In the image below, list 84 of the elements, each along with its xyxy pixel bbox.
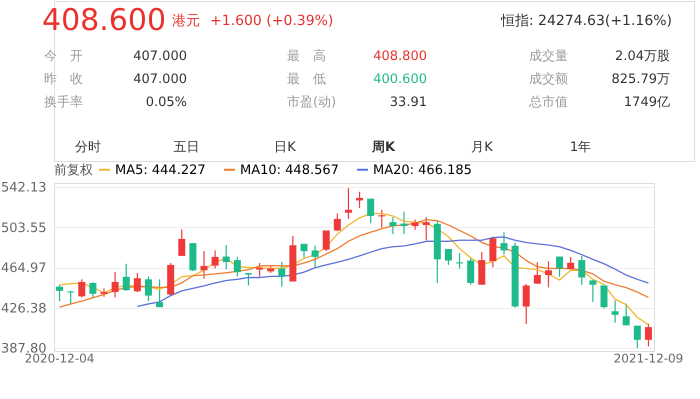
candlestick <box>244 272 252 286</box>
candlestick <box>300 243 308 258</box>
text: 月K <box>471 140 494 155</box>
candlestick <box>489 236 496 268</box>
text: +1.600 (+0.39%) <box>210 13 334 29</box>
text: 最 低 <box>287 72 326 87</box>
text: 最 高 <box>287 48 326 64</box>
text: 1年 <box>570 140 592 155</box>
text: 日K <box>274 140 296 155</box>
candlestick <box>400 211 408 235</box>
text: 2.04万股 <box>615 49 670 64</box>
candlestick <box>89 282 96 300</box>
text: 408.600 <box>42 3 166 38</box>
legend-label: MA20: 466.185 <box>373 162 472 178</box>
candlestick <box>567 256 574 270</box>
candlestick <box>78 278 86 298</box>
candlestick <box>122 263 130 292</box>
candlestick <box>444 248 452 266</box>
candlestick <box>200 250 208 280</box>
candlestick <box>156 278 164 308</box>
y-tick-label: 542.13 <box>1 180 46 196</box>
text: 恒指: 24274.63(+1.16%) <box>500 13 672 29</box>
candlestick <box>467 257 474 286</box>
text: 换手率 <box>44 94 83 110</box>
text: 今 开 <box>44 49 83 64</box>
text: 成交量 <box>529 48 568 64</box>
candlestick <box>312 245 319 268</box>
text: 0.05% <box>146 95 187 110</box>
candlestick <box>456 252 464 270</box>
y-tick-label: 503.55 <box>1 220 46 236</box>
x-tick-label: 2021-12-09 <box>614 352 684 366</box>
candlestick <box>544 260 552 288</box>
candlestick <box>634 325 641 349</box>
candlestick <box>234 256 241 278</box>
candlestick <box>67 290 74 306</box>
candlestick <box>56 284 64 302</box>
text: 总市值 <box>528 95 568 110</box>
candlestick <box>589 278 596 302</box>
candlestick <box>144 276 152 302</box>
candlestick <box>134 272 141 293</box>
text: 1749亿 <box>624 95 670 110</box>
text: 市盈(动) <box>287 95 336 110</box>
candlestick <box>412 219 419 230</box>
candlestick <box>622 303 630 326</box>
candlestick <box>600 284 608 309</box>
candlestick <box>178 228 186 256</box>
candlestick <box>578 255 586 286</box>
text: 407.000 <box>133 49 187 64</box>
text: 分时 <box>75 140 101 155</box>
candlestick <box>256 262 264 278</box>
candlestick <box>612 300 619 324</box>
text: 825.79万 <box>612 72 670 87</box>
text: 407.000 <box>133 72 187 87</box>
candlestick <box>556 256 564 278</box>
text: 成交额 <box>529 71 568 87</box>
text: 五日 <box>174 140 200 155</box>
text: 昨 收 <box>44 72 83 87</box>
text: 周K <box>370 140 396 155</box>
candlestick <box>367 198 374 224</box>
candlestick <box>522 283 530 324</box>
candlestick <box>334 212 341 232</box>
candlestick <box>534 262 541 284</box>
line-series <box>58 218 650 308</box>
candlestick <box>422 216 430 241</box>
text: 33.91 <box>390 95 427 110</box>
candlestick <box>112 272 119 298</box>
candlestick <box>212 250 219 270</box>
legend-label: MA5: 444.227 <box>115 162 206 178</box>
candlestick <box>322 230 330 252</box>
candlestick <box>222 244 230 270</box>
text: 400.600 <box>373 72 427 87</box>
legend-title: 前复权 <box>54 163 93 178</box>
legend-label: MA10: 448.567 <box>240 162 339 178</box>
candlestick <box>356 191 364 209</box>
candlestick <box>644 322 652 347</box>
y-tick-label: 464.97 <box>1 261 46 276</box>
text: 408.800 <box>373 49 427 64</box>
y-tick-label: 426.38 <box>1 301 46 316</box>
line-series <box>136 236 650 308</box>
text: 港元 <box>172 13 200 29</box>
candlestick <box>389 216 396 235</box>
candlestick <box>278 261 286 288</box>
candlestick <box>378 209 386 228</box>
candlestick <box>500 232 508 256</box>
